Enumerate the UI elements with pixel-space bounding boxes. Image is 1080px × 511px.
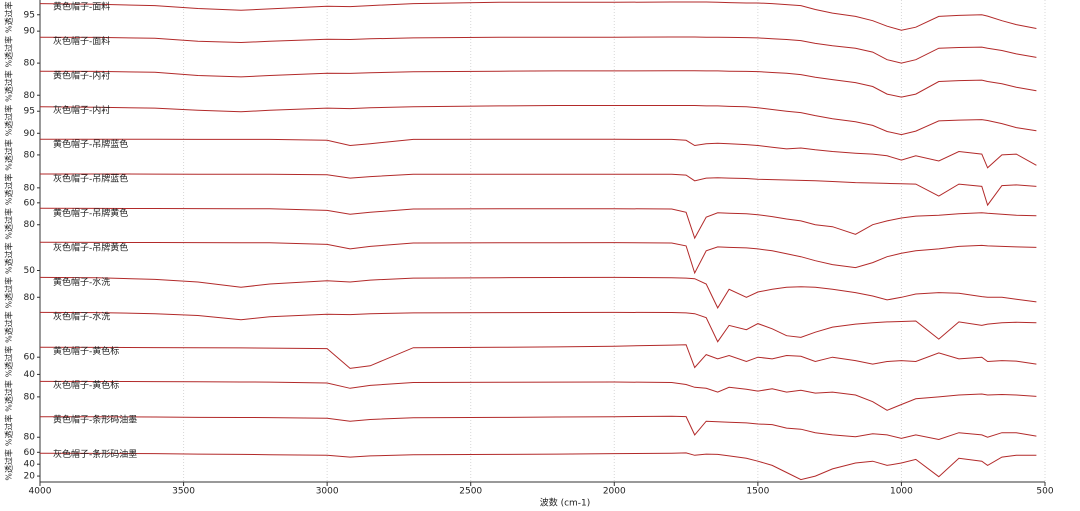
y-axis-label: %透过率 [4, 36, 14, 68]
y-tick-label: 40 [24, 370, 36, 380]
y-tick-label: 80 [24, 293, 36, 303]
y-tick-label: 90 [24, 27, 36, 37]
spectrum-line [39, 241, 1037, 275]
spectrum-line [39, 276, 1037, 309]
y-axis-label: %透过率 [4, 242, 14, 274]
spectrum-line [39, 311, 1037, 343]
series-label: 黄色帽子-面料 [53, 1, 110, 13]
y-axis-label: %透过率 [4, 139, 14, 171]
x-tick-label: 2500 [459, 487, 482, 497]
y-tick-label: 80 [24, 220, 36, 230]
y-tick-label: 95 [24, 10, 35, 20]
x-tick-label: 3000 [316, 487, 339, 497]
x-tick-label: 1500 [746, 487, 769, 497]
y-tick-label: 90 [24, 129, 36, 139]
x-tick-label: 2000 [603, 487, 626, 497]
y-tick-label: 95 [24, 107, 35, 117]
y-axis-label: %透过率 [4, 277, 14, 309]
y-tick-label: 50 [24, 266, 36, 276]
series-label: 灰色帽子-水洗 [53, 310, 110, 322]
series-label: 灰色帽子-条形码油墨 [53, 448, 137, 460]
series-label: 灰色帽子-黄色标 [53, 379, 119, 391]
y-axis-label: %透过率 [4, 346, 14, 378]
y-axis-label: %透过率 [4, 105, 14, 137]
series-label: 灰色帽子-吊牌黄色 [53, 242, 128, 254]
y-tick-label: 60 [24, 448, 36, 458]
series-label: 黄色帽子-水洗 [53, 276, 110, 288]
y-tick-label: 80 [24, 91, 36, 101]
y-tick-label: 80 [24, 433, 36, 443]
series-label: 灰色帽子-面料 [53, 35, 110, 47]
y-axis-label: %透过率 [4, 380, 14, 412]
y-tick-label: 80 [24, 150, 36, 160]
y-tick-label: 60 [24, 198, 36, 208]
spectrum-line [39, 105, 1037, 136]
y-tick-label: 80 [24, 183, 36, 193]
y-axis-label: %透过率 [4, 449, 14, 481]
series-label: 黄色帽子-条形码油墨 [53, 414, 137, 426]
spectrum-line [39, 36, 1037, 64]
x-axis-label: 波数 (cm-1) [540, 497, 591, 509]
y-tick-label: 20 [24, 472, 36, 482]
y-tick-label: 40 [24, 460, 36, 470]
spectrum-line [40, 138, 1037, 169]
spectrum-line [40, 173, 1037, 207]
x-tick-label: 4000 [29, 487, 52, 497]
y-axis-label: %透过率 [4, 311, 14, 343]
series-label: 黄色帽子-黄色标 [53, 345, 119, 357]
spectrum-line [39, 1, 1037, 31]
y-tick-label: 80 [24, 59, 36, 69]
spectrum-line [39, 380, 1037, 411]
x-tick-label: 1000 [890, 487, 913, 497]
y-axis-label: %透过率 [4, 70, 14, 102]
spectrum-line [39, 452, 1037, 481]
spectrum-line [39, 207, 1037, 240]
y-tick-label: 80 [24, 392, 36, 402]
spectrum-line [39, 344, 1037, 369]
spectrum-line [39, 70, 1037, 98]
y-axis-label: %透过率 [4, 208, 14, 240]
series-label: 黄色帽子-吊牌蓝色 [53, 138, 128, 150]
y-axis-label: %透过率 [4, 1, 14, 33]
series-label: 黄色帽子-吊牌黄色 [53, 207, 128, 219]
y-axis-label: %透过率 [4, 174, 14, 206]
y-tick-label: 60 [24, 353, 36, 363]
series-label: 灰色帽子-吊牌蓝色 [53, 173, 128, 185]
spectrum-line [39, 415, 1037, 441]
y-axis-label: %透过率 [4, 415, 14, 447]
x-tick-label: 3500 [172, 487, 195, 497]
series-label: 黄色帽子-内衬 [53, 69, 110, 81]
series-label: 灰色帽子-内衬 [53, 104, 110, 116]
x-tick-label: 500 [1036, 487, 1053, 497]
